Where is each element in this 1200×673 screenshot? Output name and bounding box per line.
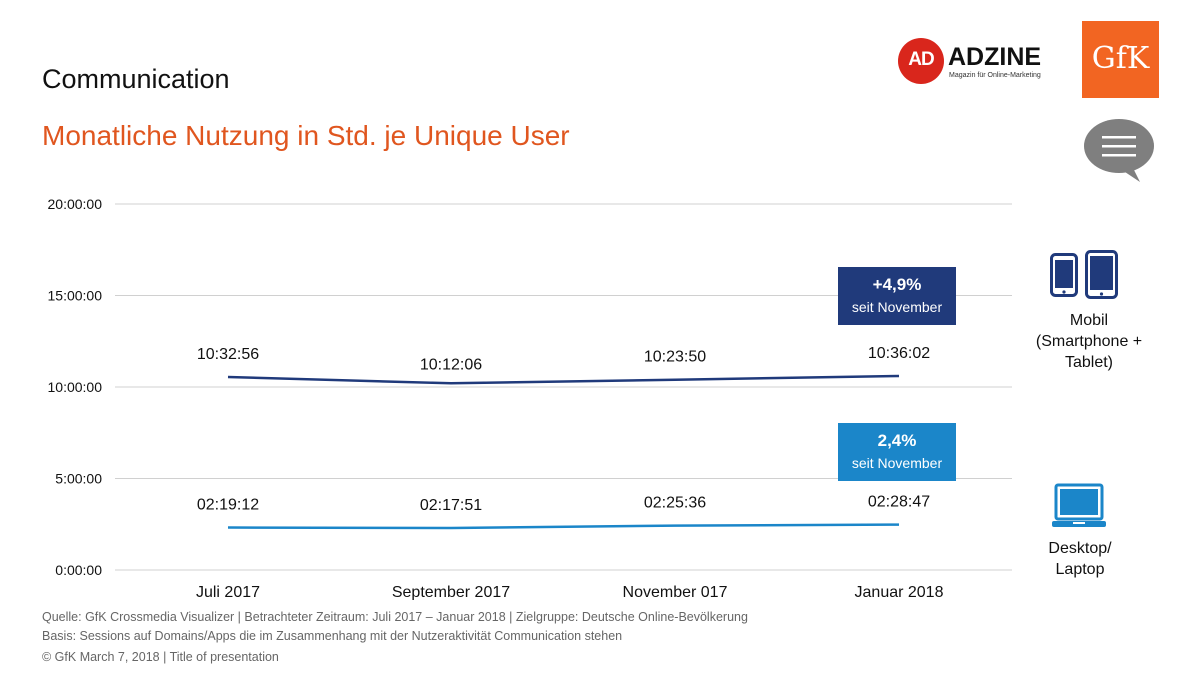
desktop-growth-badge: 2,4% seit November <box>838 423 956 481</box>
desktop-growth-since: seit November <box>851 455 943 471</box>
legend-desktop-label: Desktop/ Laptop <box>1048 540 1112 578</box>
laptop-icon <box>1052 483 1106 527</box>
series-line-desktop <box>227 523 900 530</box>
mobile-growth-pct: +4,9% <box>872 275 922 294</box>
data-label: 02:19:12 <box>197 497 259 514</box>
adzine-logo: AD ADZINE Magazin für Online-Marketing <box>898 38 1048 86</box>
footer-basis: Basis: Sessions auf Domains/Apps die im … <box>42 629 623 643</box>
smartphone-icon <box>1050 253 1078 297</box>
adzine-tagline: Magazin für Online-Marketing <box>949 72 1041 79</box>
gfk-logo: GfK <box>1082 21 1159 98</box>
adzine-logo-badge: AD <box>908 49 934 70</box>
data-label: 02:17:51 <box>420 497 482 514</box>
data-label: 02:25:36 <box>644 495 706 512</box>
gfk-logo-text: GfK <box>1091 41 1150 76</box>
desktop-growth-pct: 2,4% <box>877 431 917 450</box>
mobile-growth-badge: +4,9% seit November <box>838 267 956 325</box>
adzine-logo-mark: AD <box>898 38 944 84</box>
usage-line-chart: 0:00:00 5:00:00 10:00:00 15:00:00 20:00:00 Ju… <box>48 196 1012 600</box>
chart-subtitle: Monatliche Nutzung in Std. je Unique Use… <box>42 120 570 151</box>
data-label: 10:36:02 <box>868 345 930 362</box>
x-tick-label: Januar 2018 <box>855 584 944 600</box>
x-tick-label: September 2017 <box>392 584 510 600</box>
chat-bubble-icon <box>1084 119 1154 182</box>
data-label: 02:28:47 <box>868 494 930 511</box>
y-tick-label: 10:00:00 <box>48 379 103 395</box>
legend-mobile-label: Mobil (Smartphone + Tablet) <box>1035 312 1143 371</box>
data-label: 10:12:06 <box>420 356 482 373</box>
tablet-icon <box>1085 250 1118 299</box>
adzine-logo-text: ADZINE <box>948 43 1042 71</box>
data-label: 10:32:56 <box>197 346 259 363</box>
x-tick-label: Juli 2017 <box>196 584 260 600</box>
mobile-growth-since: seit November <box>851 299 943 315</box>
y-tick-label: 15:00:00 <box>48 288 103 304</box>
y-tick-label: 5:00:00 <box>55 471 102 487</box>
x-tick-label: November 017 <box>623 584 728 600</box>
footer-source: Quelle: GfK Crossmedia Visualizer | Betr… <box>42 610 748 624</box>
series-line-mobile <box>227 374 900 385</box>
page-title: Communication <box>42 64 230 94</box>
data-label: 10:23:50 <box>644 349 706 366</box>
y-tick-label: 20:00:00 <box>48 196 103 212</box>
y-tick-label: 0:00:00 <box>55 562 102 578</box>
footer-copyright: © GfK March 7, 2018 | Title of presentat… <box>42 650 279 664</box>
